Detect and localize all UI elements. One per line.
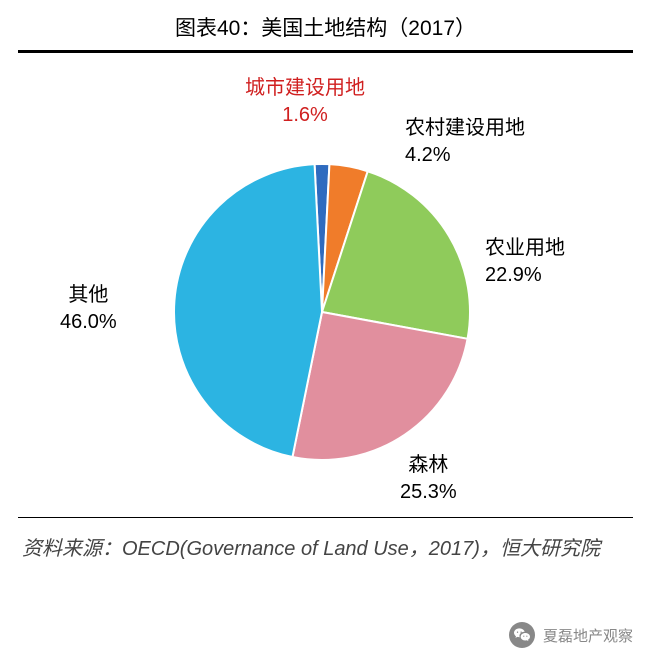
pie-svg — [172, 162, 472, 462]
pie-slice-森林 — [292, 312, 467, 460]
chart-title: 图表40：美国土地结构（2017） — [0, 0, 651, 50]
wechat-icon — [509, 622, 535, 648]
source-text: 资料来源：OECD(Governance of Land Use，2017)，恒… — [0, 518, 651, 566]
footer: 夏磊地产观察 — [509, 622, 633, 648]
pie-slice-其他 — [174, 164, 322, 457]
pie-chart: 城市建设用地1.6% 农村建设用地4.2% 农业用地22.9% 森林25.3% 其他46… — [0, 57, 651, 517]
slice-label-其他: 其他46.0% — [60, 282, 117, 336]
divider-top — [18, 50, 633, 53]
slice-label-农业用地: 农业用地22.9% — [485, 235, 565, 289]
footer-text: 夏磊地产观察 — [543, 625, 633, 646]
slice-label-城市建设用地: 城市建设用地1.6% — [245, 75, 365, 129]
slice-label-农村建设用地: 农村建设用地4.2% — [405, 115, 525, 169]
slice-label-森林: 森林25.3% — [400, 452, 457, 506]
